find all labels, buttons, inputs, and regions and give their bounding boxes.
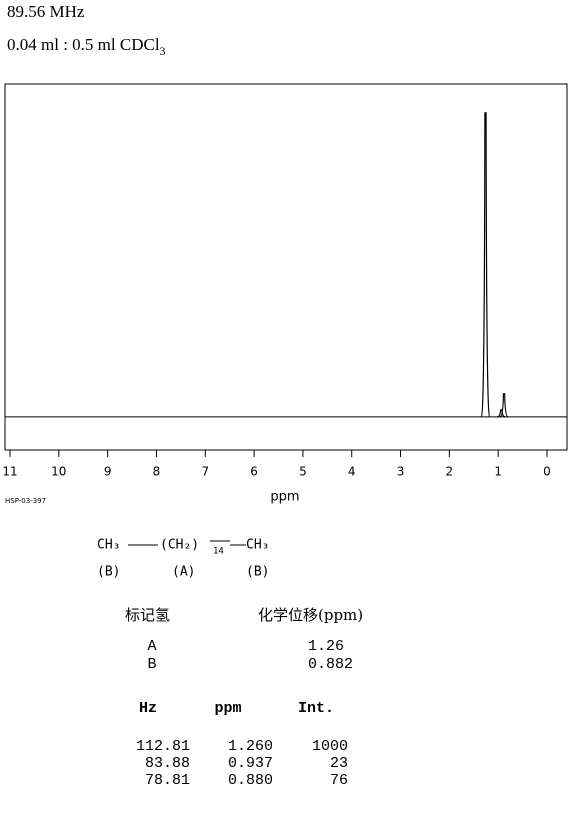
frequency: 89.56 MHz: [7, 2, 85, 21]
structure-label: (A): [172, 565, 195, 580]
structure-label: (B): [246, 565, 269, 580]
x-tick-label: 4: [348, 465, 356, 479]
x-tick-label: 2: [446, 465, 454, 479]
x-tick-label: 6: [250, 465, 258, 479]
peak: [497, 409, 506, 418]
sample-text: 0.04 ml : 0.5 ml CDCl: [7, 35, 160, 54]
table-cell: B: [147, 656, 156, 673]
x-tick-label: 8: [153, 465, 161, 479]
table-header: ppm: [214, 700, 241, 717]
plot-frame: [4, 83, 568, 451]
structure-label: (B): [97, 565, 120, 580]
x-tick-label: 0: [543, 465, 551, 479]
structure-group: CH₃: [246, 538, 269, 553]
table-cell: 0.937: [228, 755, 273, 772]
x-tick-label: 5: [299, 465, 307, 479]
x-tick-label: 3: [397, 465, 405, 479]
table-cell: 76: [330, 772, 348, 789]
structure-group: CH₃: [97, 538, 120, 553]
table-cell: 0.882: [308, 656, 353, 673]
table-cell: 23: [330, 755, 348, 772]
table-header: 标记氢: [125, 606, 170, 624]
table-cell: 112.81: [136, 738, 190, 755]
table-cell: 83.88: [145, 755, 190, 772]
table-cell: A: [147, 638, 156, 655]
table-header: Int.: [298, 700, 334, 717]
table-header: Hz: [139, 700, 157, 717]
x-tick-label: 10: [51, 465, 66, 479]
sample-subscript: 3: [160, 44, 166, 58]
x-tick-label: 7: [201, 465, 209, 479]
x-tick-label: 11: [2, 465, 17, 479]
peak: [499, 393, 509, 418]
table-header: 化学位移(ppm): [258, 606, 363, 624]
x-axis-label: ppm: [270, 490, 299, 505]
table-cell: 1.260: [228, 738, 273, 755]
structure-repeat: 14: [213, 547, 224, 557]
table-cell: 1.26: [308, 638, 344, 655]
table-cell: 1000: [312, 738, 348, 755]
table-cell: 78.81: [145, 772, 190, 789]
sample: 0.04 ml : 0.5 ml CDCl3: [7, 35, 166, 58]
peak: [480, 112, 491, 418]
spectrum-code: HSP-03-397: [5, 497, 46, 505]
structure-group: (CH₂): [160, 538, 199, 553]
table-cell: 0.880: [228, 772, 273, 789]
x-tick-label: 9: [104, 465, 112, 479]
x-tick-label: 1: [494, 465, 502, 479]
